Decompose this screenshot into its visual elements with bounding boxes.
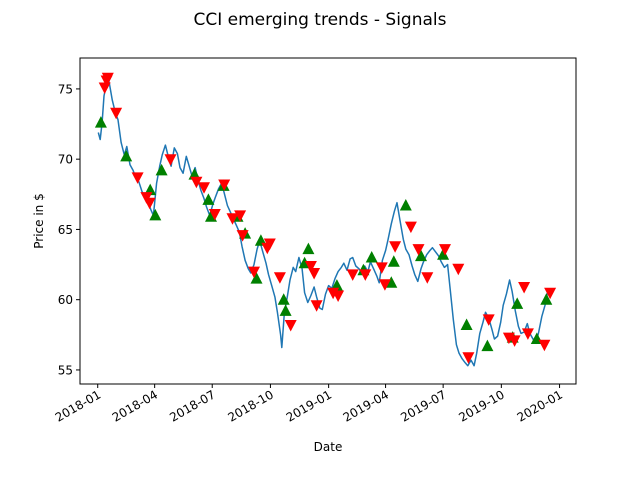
buy-signal-marker: [460, 318, 473, 330]
y-tick-label: 60: [58, 293, 73, 307]
y-tick-label: 55: [58, 363, 73, 377]
sell-signal-marker: [346, 269, 359, 281]
sell-signal-marker: [236, 230, 249, 242]
sell-signal-marker: [375, 262, 388, 274]
buy-signal-marker: [155, 163, 168, 176]
buy-signal-marker: [120, 149, 133, 162]
buy-signal-marker: [94, 116, 107, 128]
sell-signal-marker: [544, 287, 557, 300]
sell-signal-marker: [332, 290, 345, 302]
buy-signal-marker: [415, 249, 427, 262]
sell-signal-marker: [310, 300, 323, 312]
sell-signal-marker: [110, 107, 123, 120]
buy-signal-marker: [399, 199, 412, 211]
sell-signal-marker: [378, 279, 391, 291]
buy-signal-marker: [202, 193, 215, 205]
sell-signal-marker: [263, 238, 276, 250]
sell-signal-marker: [248, 266, 260, 279]
sell-signal-marker: [218, 179, 231, 191]
sell-signal-marker: [389, 241, 402, 253]
y-tick-label: 65: [58, 223, 73, 237]
sell-signal-marker: [308, 268, 321, 280]
buy-signal-marker: [302, 242, 315, 255]
buy-signal-marker: [385, 276, 398, 288]
sell-signal-marker: [439, 244, 451, 256]
y-axis: 55 60 65 70 75: [58, 82, 80, 377]
buy-signal-marker: [149, 208, 162, 221]
sell-signal-marker: [284, 320, 297, 332]
sell-signal-marker: [234, 210, 247, 222]
buy-signal-marker: [481, 339, 494, 352]
sell-signal-marker: [131, 172, 144, 184]
buy-signal-marker: [437, 248, 450, 260]
buy-signal-marker: [279, 304, 292, 316]
chart-title: CCI emerging trends - Signals: [194, 10, 447, 30]
sell-signal-marker: [226, 213, 239, 225]
sell-signal-marker: [359, 269, 372, 281]
sell-signal-marker: [143, 197, 156, 210]
sell-signal-marker: [101, 72, 114, 85]
sell-signal-marker: [538, 339, 551, 352]
plot-area: [79, 57, 577, 385]
sell-signal-marker: [208, 209, 221, 221]
plot-frame: [79, 57, 577, 385]
sell-signal-marker: [404, 221, 417, 234]
sell-signal-marker: [518, 282, 531, 294]
sell-signal-marker: [273, 272, 286, 284]
sell-signal-marker: [198, 182, 210, 194]
sell-signal-marker: [421, 272, 434, 284]
sell-signal-marker: [521, 328, 534, 340]
buy-signal-marker: [277, 293, 290, 305]
sell-signal-marker: [190, 176, 203, 189]
buy-signal-marker: [540, 293, 553, 305]
x-axis-label: Date: [314, 440, 343, 454]
signal-marker-layer: [94, 72, 557, 364]
sell-signal-marker: [482, 314, 495, 326]
sell-signal-marker: [508, 335, 521, 347]
buy-signal-marker: [365, 251, 378, 263]
sell-signal-marker: [462, 352, 475, 364]
sell-signal-marker: [412, 244, 425, 256]
buy-signal-marker: [387, 255, 400, 267]
buy-signal-marker: [250, 272, 263, 284]
sell-signal-marker: [304, 261, 317, 273]
sell-signal-marker: [452, 263, 465, 276]
y-tick-label: 75: [58, 82, 73, 96]
y-axis-label: Price in $: [32, 193, 46, 248]
sell-signal-marker: [98, 82, 111, 94]
y-tick-label: 70: [58, 153, 73, 167]
buy-signal-marker: [511, 297, 524, 309]
sell-signal-marker: [164, 154, 177, 166]
